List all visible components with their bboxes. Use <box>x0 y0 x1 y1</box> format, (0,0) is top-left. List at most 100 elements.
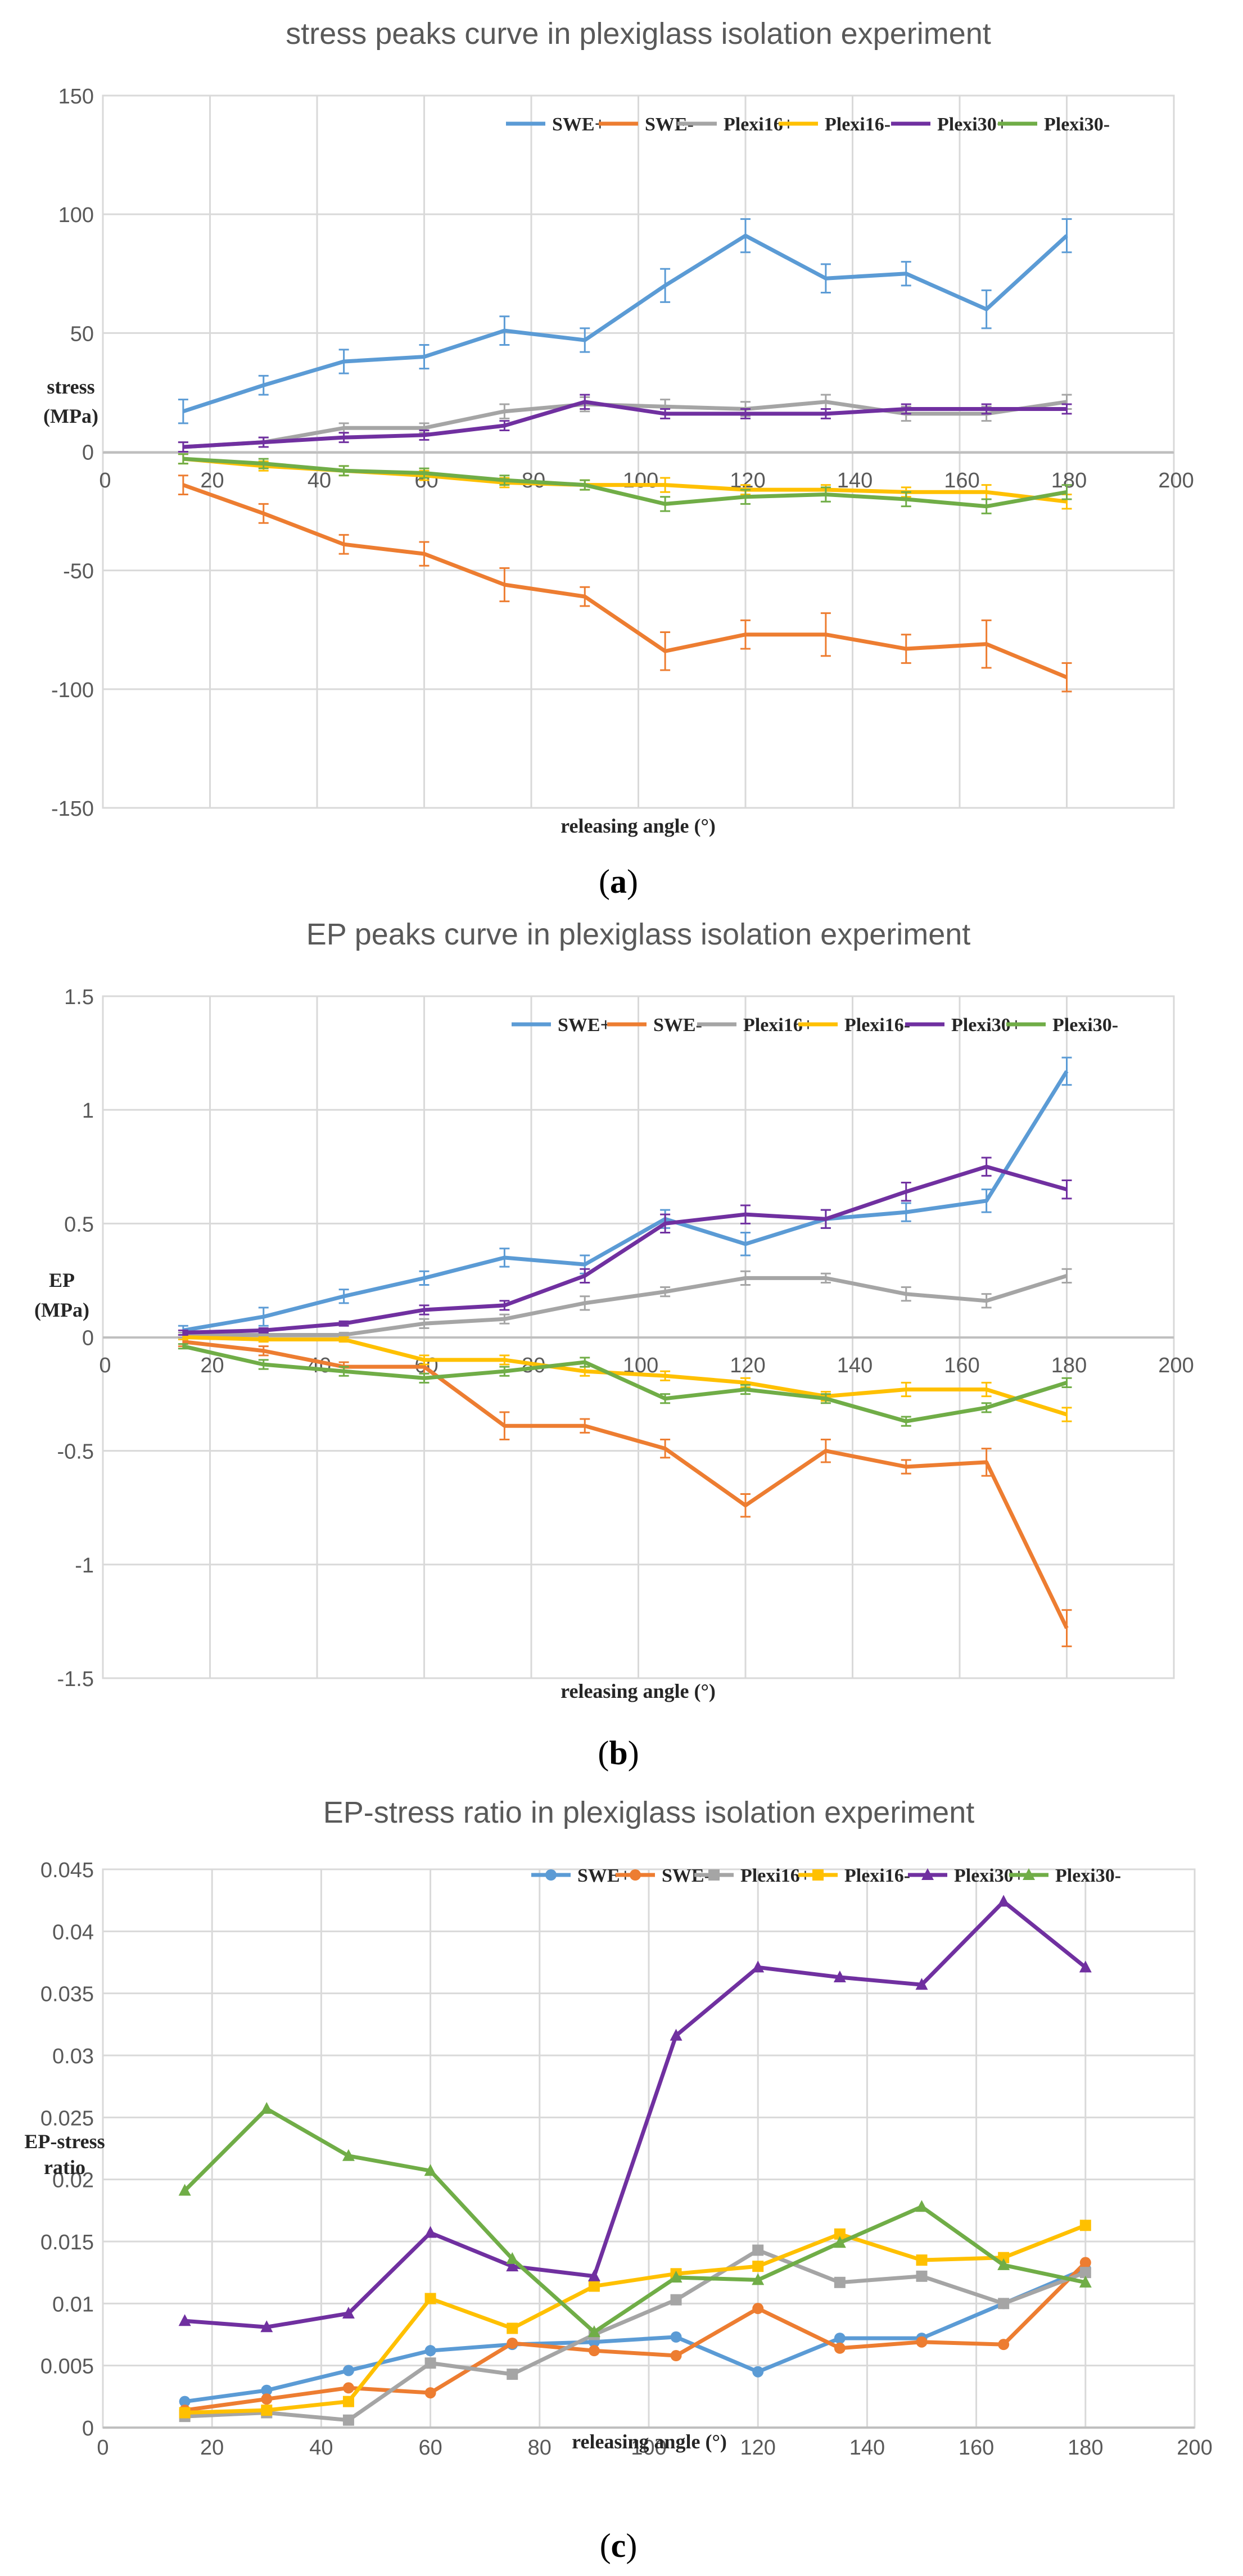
data-point <box>998 2339 1010 2351</box>
error-bar <box>740 218 751 254</box>
series-line-Plexi30+ <box>184 1899 1087 2329</box>
error-bar <box>580 1295 590 1311</box>
error-bar <box>740 1270 751 1286</box>
error-bar <box>740 408 751 419</box>
error-bar <box>419 467 430 479</box>
y-tick-label: 0.04 <box>52 1920 94 1944</box>
error-bar <box>740 1384 751 1395</box>
series-line-Plexi30- <box>183 457 1068 509</box>
y-tick-label: 0.5 <box>64 1213 94 1236</box>
y-tick-label: -50 <box>63 560 94 584</box>
series-line-SWE- <box>182 483 1068 679</box>
error-bar <box>258 436 269 448</box>
chart-panel-b: EP peaks curve in plexiglass isolation e… <box>34 918 1194 1771</box>
series-Plexi30- <box>178 2102 1092 2338</box>
error-bar <box>901 403 911 415</box>
error-bar <box>499 420 510 431</box>
error-bar <box>901 1416 911 1427</box>
legend-item-Plexi30-: Plexi30- <box>1006 1015 1118 1036</box>
y-tick-label: 0.035 <box>40 1983 94 2006</box>
data-point <box>834 2276 846 2288</box>
panel-label: (a) <box>599 863 638 900</box>
data-point <box>834 2342 846 2354</box>
legend-item-Plexi30+: Plexi30+ <box>891 114 1007 135</box>
error-bar <box>419 1372 430 1384</box>
error-bar <box>499 474 510 486</box>
data-point <box>752 2273 765 2285</box>
legend-item-Plexi16-: Plexi16- <box>779 114 891 135</box>
error-bar <box>258 1307 269 1327</box>
error-bar <box>660 496 671 512</box>
error-bar <box>258 458 269 469</box>
error-bar <box>178 399 188 424</box>
x-tick-label: 200 <box>1158 1354 1194 1377</box>
data-point <box>998 2252 1010 2263</box>
y-tick-label: -1 <box>75 1554 94 1578</box>
error-bar <box>258 374 269 396</box>
x-tick-label: 120 <box>730 1354 765 1377</box>
error-bar <box>419 541 430 567</box>
error-bar <box>740 619 751 650</box>
series-Plexi30- <box>178 1343 1072 1427</box>
y-tick-label: 1 <box>82 1099 94 1123</box>
data-point <box>915 2200 928 2212</box>
legend-label: Plexi30- <box>1055 1865 1121 1886</box>
error-bar <box>338 465 349 477</box>
data-point <box>178 2184 191 2196</box>
y-tick-label: 1.5 <box>64 986 94 1009</box>
x-axis-label: releasing angle (°) <box>572 2430 727 2453</box>
panel-label-letter: a <box>610 863 627 900</box>
legend-item-Plexi30-: Plexi30- <box>1009 1865 1121 1886</box>
y-tick-label: 0.01 <box>52 2293 94 2316</box>
data-point <box>670 2350 682 2362</box>
error-bar <box>499 1248 510 1268</box>
error-bar <box>499 1366 510 1377</box>
data-point <box>915 1978 928 1990</box>
error-bar <box>338 1366 349 1377</box>
x-tick-label: 100 <box>623 469 658 492</box>
x-tick-label: 140 <box>837 1354 873 1377</box>
x-tick-label: 40 <box>308 1354 331 1377</box>
legend-marker <box>812 1869 824 1881</box>
gridlines <box>102 995 1175 1679</box>
error-bar <box>901 1459 911 1475</box>
legend-item-Plexi16-: Plexi16- <box>798 1865 910 1886</box>
error-bar <box>258 503 269 524</box>
legend-label: Plexi30+ <box>937 114 1007 135</box>
x-tick-label: 200 <box>1177 2436 1212 2460</box>
error-bar <box>499 1354 510 1366</box>
error-bar <box>901 634 911 664</box>
series-line-Plexi30+ <box>183 400 1067 449</box>
series-Plexi30+ <box>178 394 1072 453</box>
series-line-SWE+ <box>184 2267 1087 2404</box>
x-tick-label: 20 <box>200 2436 224 2460</box>
series-line-SWE- <box>184 2261 1087 2412</box>
series-line-Plexi16+ <box>183 400 1068 449</box>
legend-item-SWE-: SWE- <box>607 1015 702 1036</box>
error-bar <box>901 1286 911 1302</box>
error-bar <box>740 1204 751 1224</box>
panel-label-paren: ( <box>599 863 610 900</box>
data-point <box>342 2306 355 2319</box>
error-bar <box>580 586 590 607</box>
error-bar <box>981 403 992 415</box>
x-tick-label: 40 <box>308 469 331 492</box>
data-point <box>506 2252 519 2264</box>
series-line-SWE+ <box>182 233 1068 414</box>
error-bar <box>981 289 992 329</box>
y-tick-label: 0 <box>82 2417 94 2441</box>
data-point <box>424 2387 436 2399</box>
legend-label: Plexi30- <box>1052 1015 1118 1036</box>
error-bar <box>981 1293 992 1309</box>
data-point <box>916 2254 928 2266</box>
panel-label-letter: c <box>611 2527 626 2564</box>
series-Plexi16+ <box>178 394 1072 453</box>
y-axis-label-unit: (MPa) <box>34 1299 89 1321</box>
x-tick-label: 100 <box>631 2436 666 2460</box>
data-point <box>587 2269 600 2281</box>
panel-label-paren: ) <box>628 1734 639 1771</box>
data-point <box>997 2258 1010 2270</box>
error-bar <box>901 261 911 287</box>
error-bar <box>660 408 671 419</box>
x-tick-label: 0 <box>99 469 111 492</box>
